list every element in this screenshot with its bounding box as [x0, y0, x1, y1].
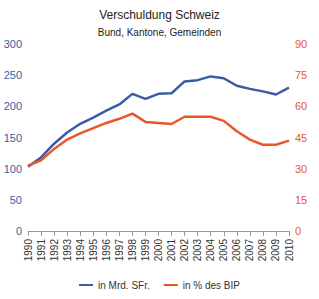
svg-text:1993: 1993	[62, 239, 73, 262]
svg-text:2001: 2001	[166, 239, 177, 262]
svg-text:250: 250	[4, 69, 22, 81]
svg-text:1991: 1991	[36, 239, 47, 262]
svg-text:1999: 1999	[140, 239, 151, 262]
svg-text:0: 0	[295, 225, 301, 237]
svg-text:2006: 2006	[231, 239, 242, 262]
svg-text:2000: 2000	[153, 239, 164, 262]
svg-text:2004: 2004	[205, 239, 216, 262]
svg-text:1998: 1998	[127, 239, 138, 262]
svg-text:90: 90	[295, 38, 307, 50]
svg-text:200: 200	[4, 100, 22, 112]
svg-text:50: 50	[10, 194, 22, 206]
svg-text:60: 60	[295, 100, 307, 112]
svg-text:in Mrd. SFr.: in Mrd. SFr.	[98, 280, 150, 291]
svg-text:1995: 1995	[88, 239, 99, 262]
svg-text:150: 150	[4, 132, 22, 144]
svg-text:1997: 1997	[114, 239, 125, 262]
svg-text:1990: 1990	[23, 239, 34, 262]
svg-text:2002: 2002	[179, 239, 190, 262]
svg-text:in % des BIP: in % des BIP	[183, 280, 241, 291]
svg-text:2010: 2010	[284, 239, 295, 262]
svg-text:2003: 2003	[192, 239, 203, 262]
svg-text:1996: 1996	[101, 239, 112, 262]
svg-text:30: 30	[295, 163, 307, 175]
svg-text:2009: 2009	[270, 239, 281, 262]
svg-text:1994: 1994	[75, 239, 86, 262]
svg-text:100: 100	[4, 163, 22, 175]
svg-text:75: 75	[295, 69, 307, 81]
svg-text:0: 0	[16, 225, 22, 237]
svg-text:2008: 2008	[257, 239, 268, 262]
svg-text:15: 15	[295, 194, 307, 206]
svg-text:1992: 1992	[49, 239, 60, 262]
svg-text:300: 300	[4, 38, 22, 50]
svg-text:2007: 2007	[244, 239, 255, 262]
svg-text:45: 45	[295, 132, 307, 144]
svg-text:Verschuldung Schweiz: Verschuldung Schweiz	[99, 8, 220, 22]
svg-text:2005: 2005	[218, 239, 229, 262]
svg-text:Bund, Kantone, Gemeinden: Bund, Kantone, Gemeinden	[98, 27, 221, 38]
